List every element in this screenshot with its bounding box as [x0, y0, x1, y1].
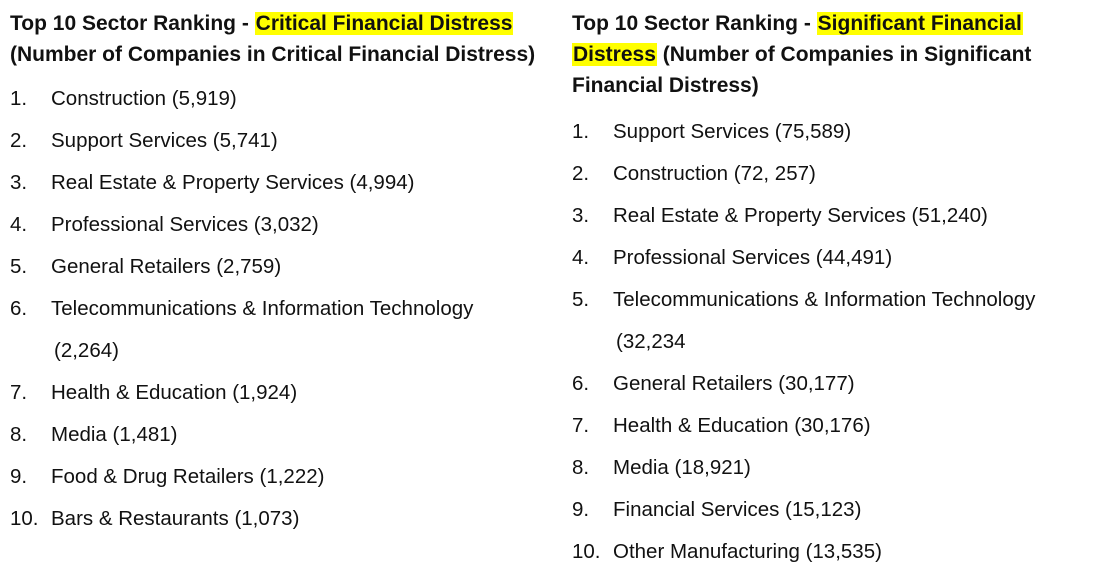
list-item: 3. Real Estate & Property Services (51,24… [572, 195, 1098, 237]
heading-subtitle: (Number of Companies in Critical Financi… [10, 43, 536, 66]
item-number: 9. [572, 498, 590, 521]
item-text: Telecommunications & Information Technol… [613, 288, 1036, 311]
item-text: Health & Education (30,176) [613, 414, 871, 437]
heading-prefix: Top 10 Sector Ranking - [572, 12, 817, 35]
item-number: 4. [572, 246, 590, 269]
list-item: 7. Health & Education (30,176) [572, 405, 1098, 447]
heading-highlight-line2: Distress [572, 43, 657, 66]
list-item: 1. Support Services (75,589) [572, 111, 1098, 153]
list-item: 2. Support Services (5,741) [10, 120, 558, 162]
critical-distress-section: Top 10 Sector Ranking - Critical Financi… [10, 8, 558, 540]
critical-distress-list: 1. Construction (5,919) 2. Support Service… [10, 78, 558, 540]
item-number: 4. [10, 213, 28, 236]
list-item: 8. Media (18,921) [572, 447, 1098, 489]
item-text: Construction (5,919) [51, 87, 237, 110]
item-number: 10. [572, 540, 601, 563]
item-number: 7. [572, 414, 590, 437]
item-number: 1. [572, 120, 590, 143]
list-item: 1. Construction (5,919) [10, 78, 558, 120]
list-item: 8. Media (1,481) [10, 414, 558, 456]
item-text: Real Estate & Property Services (51,240) [613, 204, 988, 227]
list-item: 5. General Retailers (2,759) [10, 246, 558, 288]
heading-highlight: Critical Financial Distress [254, 12, 514, 35]
list-item: 3. Real Estate & Property Services (4,994… [10, 162, 558, 204]
item-number: 5. [572, 288, 590, 311]
item-text: Support Services (75,589) [613, 120, 852, 143]
item-text: Other Manufacturing (13,535) [613, 540, 882, 563]
item-text: Professional Services (3,032) [51, 213, 319, 236]
item-text: Professional Services (44,491) [613, 246, 893, 269]
item-text: Media (1,481) [51, 423, 178, 446]
item-text: General Retailers (30,177) [613, 372, 855, 395]
item-number: 6. [10, 297, 28, 320]
item-number: 8. [572, 456, 590, 479]
list-item: 2. Construction (72, 257) [572, 153, 1098, 195]
item-number: 3. [572, 204, 590, 227]
item-text: Food & Drug Retailers (1,222) [51, 465, 325, 488]
list-item: 6. General Retailers (30,177) [572, 363, 1098, 405]
item-number: 8. [10, 423, 28, 446]
item-text-continuation: (32,234 [616, 330, 686, 353]
list-item: 7. Health & Education (1,924) [10, 372, 558, 414]
item-text: Real Estate & Property Services (4,994) [51, 171, 415, 194]
item-number: 7. [10, 381, 28, 404]
significant-distress-section: Top 10 Sector Ranking - Significant Fina… [572, 8, 1098, 573]
heading-prefix: Top 10 Sector Ranking - [10, 12, 255, 35]
item-text: General Retailers (2,759) [51, 255, 282, 278]
item-text: Bars & Restaurants (1,073) [51, 507, 300, 530]
significant-distress-list: 1. Support Services (75,589) 2. Constructi… [572, 111, 1098, 573]
list-item: 9. Financial Services (15,123) [572, 489, 1098, 531]
list-item: 6. Telecommunications & Information Techn… [10, 288, 558, 372]
item-text: Financial Services (15,123) [613, 498, 862, 521]
item-text: Media (18,921) [613, 456, 751, 479]
item-text: Telecommunications & Information Technol… [51, 297, 474, 320]
item-number: 5. [10, 255, 28, 278]
item-number: 9. [10, 465, 28, 488]
item-number: 6. [572, 372, 590, 395]
item-text: Support Services (5,741) [51, 129, 278, 152]
item-number: 2. [572, 162, 590, 185]
item-number: 2. [10, 129, 28, 152]
critical-distress-heading: Top 10 Sector Ranking - Critical Financi… [10, 8, 558, 70]
list-item: 5. Telecommunications & Information Techn… [572, 279, 1098, 363]
item-text-continuation: (2,264) [54, 339, 119, 362]
significant-distress-heading: Top 10 Sector Ranking - Significant Fina… [572, 8, 1098, 101]
list-item: 4. Professional Services (3,032) [10, 204, 558, 246]
heading-subtitle: (Number of Companies in Significant Fina… [572, 43, 1032, 97]
item-text: Health & Education (1,924) [51, 381, 298, 404]
item-text: Construction (72, 257) [613, 162, 816, 185]
list-item: 4. Professional Services (44,491) [572, 237, 1098, 279]
list-item: 9. Food & Drug Retailers (1,222) [10, 456, 558, 498]
list-item: 10. Other Manufacturing (13,535) [572, 531, 1098, 573]
item-number: 10. [10, 507, 39, 530]
heading-highlight-line1: Significant Financial [816, 12, 1023, 35]
list-item: 10. Bars & Restaurants (1,073) [10, 498, 558, 540]
item-number: 1. [10, 87, 28, 110]
item-number: 3. [10, 171, 28, 194]
